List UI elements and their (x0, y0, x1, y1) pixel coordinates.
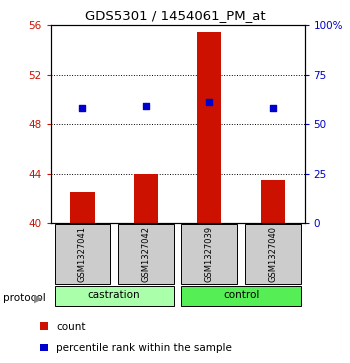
Bar (55, 224, 110, 284)
Text: GSM1327040: GSM1327040 (268, 226, 277, 282)
Text: control: control (223, 290, 259, 301)
Bar (245, 224, 301, 284)
Point (143, 103, 149, 109)
Bar (55, 286, 174, 306)
Bar (181, 224, 237, 284)
Bar (181, 286, 301, 306)
Text: GSM1327042: GSM1327042 (141, 226, 150, 282)
Bar (197, 32, 222, 223)
Text: GDS5301 / 1454061_PM_at: GDS5301 / 1454061_PM_at (85, 9, 265, 22)
Text: percentile rank within the sample: percentile rank within the sample (56, 343, 232, 354)
Bar (134, 174, 158, 223)
Text: GSM1327041: GSM1327041 (78, 226, 87, 282)
Point (206, 99, 212, 105)
Bar (261, 180, 285, 223)
Text: castration: castration (88, 290, 140, 301)
Bar (118, 224, 174, 284)
Text: GSM1327039: GSM1327039 (205, 226, 214, 282)
Point (270, 105, 275, 111)
Point (80, 105, 85, 111)
Bar (70, 192, 95, 223)
Text: count: count (56, 322, 85, 332)
Text: protocol: protocol (4, 293, 46, 303)
Text: ▶: ▶ (34, 293, 43, 303)
